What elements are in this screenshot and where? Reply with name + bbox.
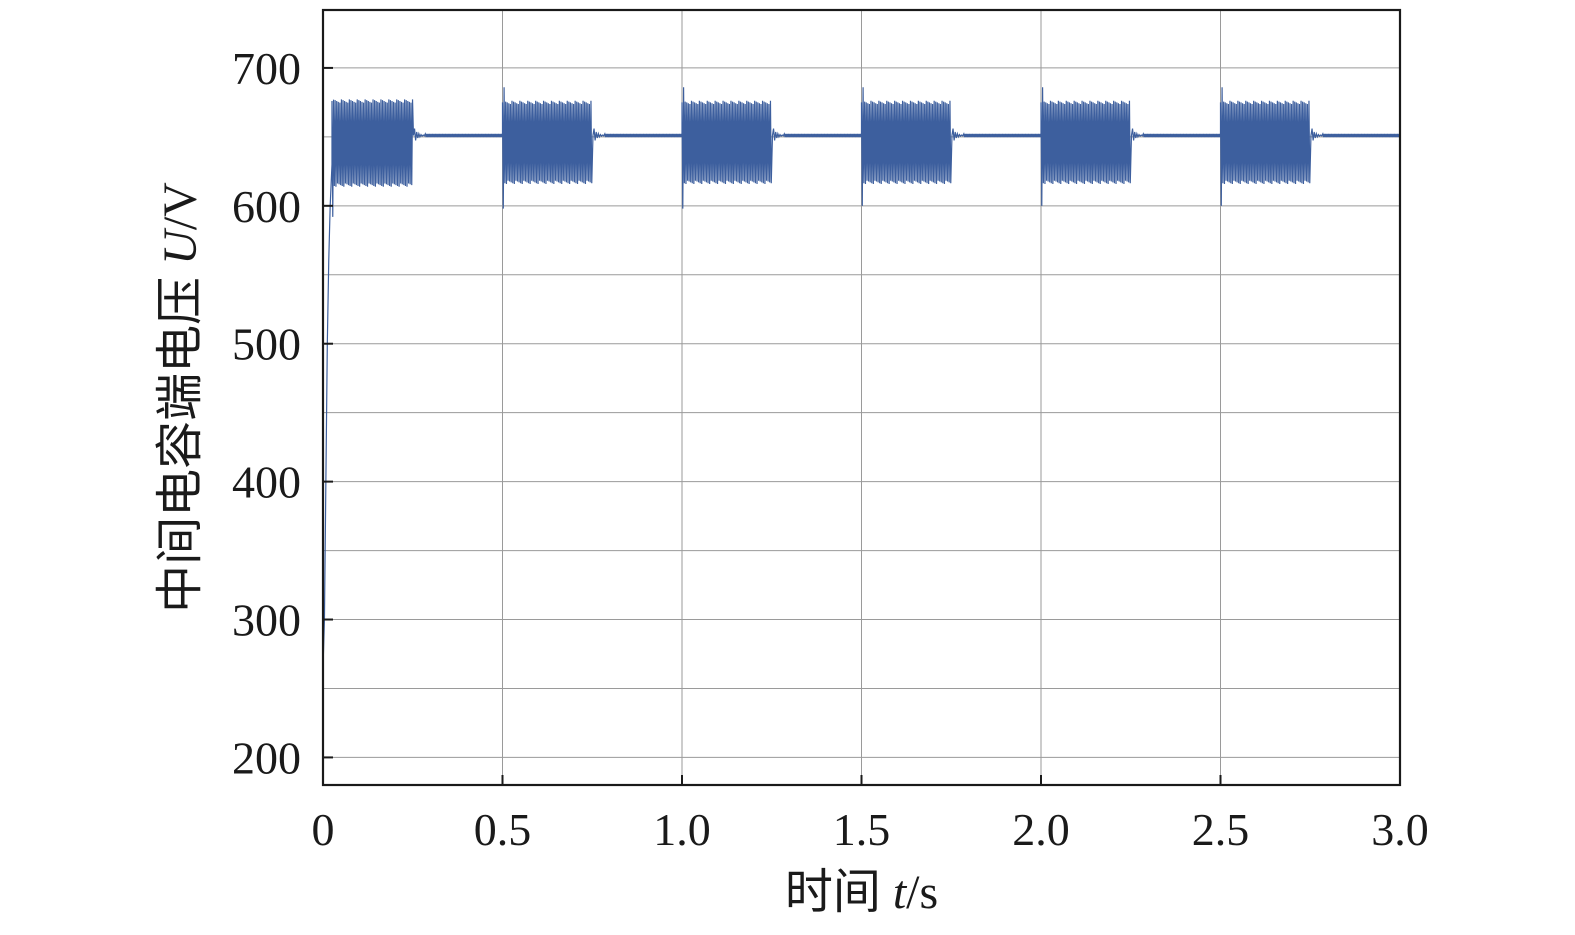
x-tick-label: 0	[312, 804, 335, 855]
tick-marks	[322, 66, 1401, 785]
series-line-voltage	[322, 87, 1401, 668]
y-tick-label: 300	[232, 595, 301, 646]
y-tick-label: 400	[232, 457, 301, 508]
x-axis-title-var: t	[893, 866, 908, 919]
x-tick-labels: 0 0.5 1.0 1.5 2.0 2.5 3.0	[312, 804, 1429, 855]
x-tick-label: 3.0	[1371, 804, 1429, 855]
x-axis-title-prefix: 时间	[785, 866, 893, 919]
y-axis-title-prefix: 中间电容端电压	[154, 265, 207, 613]
y-axis-title-var: U	[154, 227, 207, 265]
x-tick-label: 0.5	[474, 804, 532, 855]
x-tick-label: 2.0	[1012, 804, 1070, 855]
y-tick-label: 700	[232, 43, 301, 94]
x-axis-title-unit: /s	[906, 866, 938, 919]
x-axis-title: 时间 t/s	[785, 866, 938, 919]
y-axis-title: 中间电容端电压 U/V	[154, 182, 207, 613]
grid	[323, 10, 1400, 785]
y-tick-label: 200	[232, 732, 301, 783]
y-tick-label: 600	[232, 181, 301, 232]
x-tick-label: 1.0	[653, 804, 711, 855]
y-tick-label: 500	[232, 319, 301, 370]
y-axis-title-unit: /V	[154, 182, 207, 230]
y-tick-labels: 200 300 400 500 600 700	[232, 43, 301, 784]
x-tick-label: 2.5	[1192, 804, 1250, 855]
x-tick-label: 1.5	[833, 804, 891, 855]
